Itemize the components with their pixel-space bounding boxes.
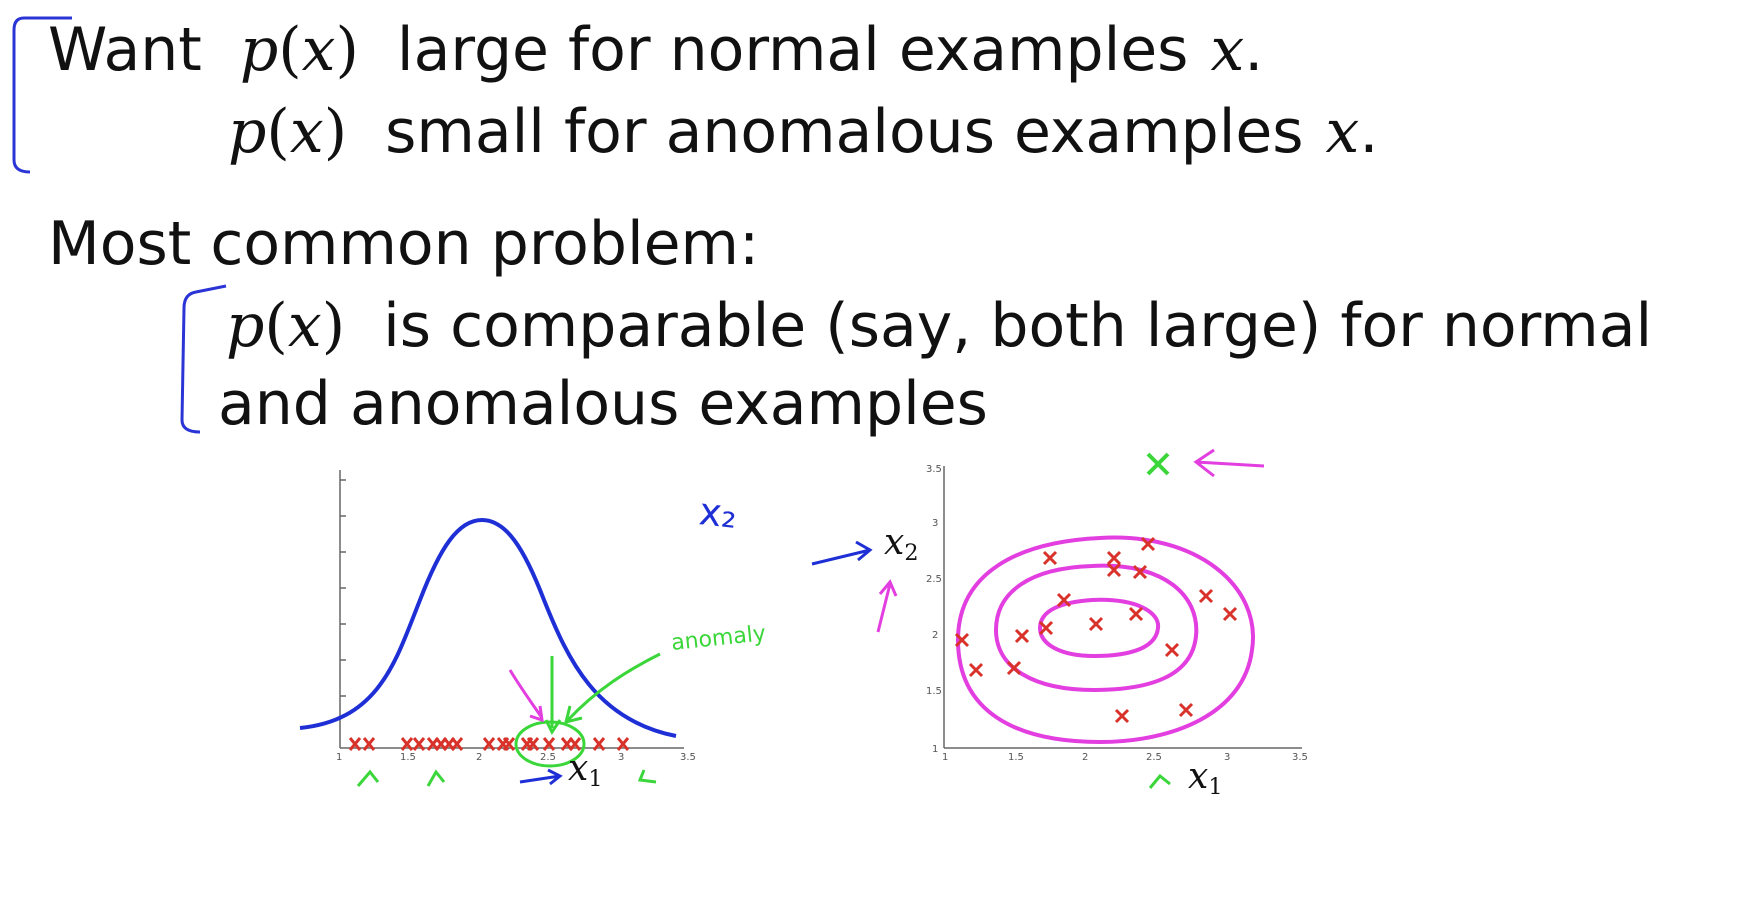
comparable-line: p(x) is comparable (say, both large) for …	[226, 290, 1652, 362]
right-x2-label: x2	[884, 522, 919, 567]
right-y-tick: 1.5	[926, 686, 942, 697]
cross	[400, 737, 414, 751]
left-plot-axes	[339, 470, 684, 749]
p-of-x-3: p(x)	[226, 291, 346, 361]
want-word: Want	[48, 15, 202, 85]
cross	[1140, 536, 1156, 552]
green-annotations-left	[356, 652, 661, 787]
magenta-arrow-anomaly	[1193, 448, 1265, 478]
cross	[1038, 620, 1054, 636]
bracket-middle	[180, 284, 227, 434]
left-x-tick: 3.5	[680, 752, 696, 763]
right-y-tick: 3.5	[926, 464, 942, 475]
cross	[1106, 562, 1122, 578]
cross	[1222, 606, 1238, 622]
magenta-arrow-left	[508, 669, 544, 723]
left-x-tick: 1	[336, 752, 342, 763]
cross	[1132, 564, 1148, 580]
left-x-tick: 3	[618, 752, 624, 763]
x-var-2: x	[1325, 97, 1360, 167]
cross	[526, 737, 540, 751]
cross	[1106, 550, 1122, 566]
right-plot-axes	[943, 466, 1302, 749]
right-x-tick: 3	[1224, 752, 1230, 763]
bracket-top	[12, 16, 72, 174]
right-x-tick: 3.5	[1292, 752, 1308, 763]
right-y-tick: 2.5	[926, 574, 942, 585]
cross	[1014, 628, 1030, 644]
cross	[592, 737, 606, 751]
blue-arrow-x1	[519, 768, 563, 786]
green-tick-3	[637, 769, 657, 784]
cross	[568, 737, 582, 751]
left-x1-label: x1	[568, 748, 603, 793]
left-x-tick: 1.5	[400, 752, 416, 763]
left-x-tick: 2.5	[540, 752, 556, 763]
anomaly-label: anomaly	[670, 621, 767, 656]
anomalous-examples-line: and anomalous examples	[218, 369, 988, 439]
anomaly-circle	[514, 720, 586, 768]
cross	[1056, 592, 1072, 608]
small-anomalous-text: small for anomalous examples	[385, 97, 1304, 167]
right-y-ticks: 1 1.5 2 2.5 3 3.5	[926, 464, 942, 755]
cross	[1114, 708, 1130, 724]
cross	[348, 737, 362, 751]
green-anomaly-cross	[1146, 452, 1170, 476]
small-anomalous-line: p(x) small for anomalous examples x.	[228, 97, 1379, 167]
right-x-tick: 1	[942, 752, 948, 763]
want-line: Want p(x) large for normal examples x.	[48, 15, 1264, 85]
gaussian-curve	[299, 517, 677, 738]
handwritten-x2: x₂	[697, 489, 739, 537]
contour-inner	[1037, 597, 1161, 659]
cross	[1198, 588, 1214, 604]
right-x-ticks: 1 1.5 2 2.5 3 3.5	[942, 752, 1308, 763]
blue-arrow-x2	[811, 540, 873, 566]
cross	[968, 662, 984, 678]
cross	[482, 737, 496, 751]
right-x1-label: x1	[1188, 756, 1223, 801]
heading-most-common-problem: Most common problem:	[48, 209, 760, 279]
right-x-tick: 2.5	[1146, 752, 1162, 763]
green-tick-2	[426, 769, 446, 787]
cross	[502, 737, 516, 751]
cross	[1178, 702, 1194, 718]
right-y-tick: 1	[932, 744, 938, 755]
right-x-tick: 2	[1082, 752, 1088, 763]
cross	[954, 632, 970, 648]
right-data-crosses	[954, 536, 1238, 724]
cross	[412, 737, 426, 751]
magenta-arrow-x2	[876, 579, 898, 633]
left-x-tick: 2	[476, 752, 482, 763]
contour-outer	[955, 535, 1255, 745]
cross	[1088, 616, 1104, 632]
cross	[1006, 660, 1022, 676]
anomaly-pointer	[566, 652, 661, 722]
cross	[542, 737, 556, 751]
right-x-tick: 1.5	[1008, 752, 1024, 763]
contour-middle	[993, 563, 1199, 693]
cross	[1128, 606, 1144, 622]
cross	[616, 737, 630, 751]
cross	[362, 737, 376, 751]
cross	[1042, 550, 1058, 566]
left-data-crosses	[348, 737, 630, 751]
left-x-ticks: 1 1.5 2 2.5 3 3.5	[336, 752, 696, 763]
green-tick-1	[356, 769, 380, 787]
contour-ellipses	[955, 535, 1255, 745]
comparable-text: is comparable (say, both large) for norm…	[383, 291, 1653, 361]
green-tick-right	[1148, 773, 1171, 789]
large-normal-text: large for normal examples	[396, 15, 1189, 85]
right-y-tick: 3	[932, 518, 938, 529]
cross	[1164, 642, 1180, 658]
p-of-x-2: p(x)	[228, 97, 348, 167]
p-of-x-1: p(x)	[239, 15, 359, 85]
right-y-tick: 2	[932, 630, 938, 641]
x-var-1: x	[1210, 15, 1245, 85]
cross	[450, 737, 464, 751]
